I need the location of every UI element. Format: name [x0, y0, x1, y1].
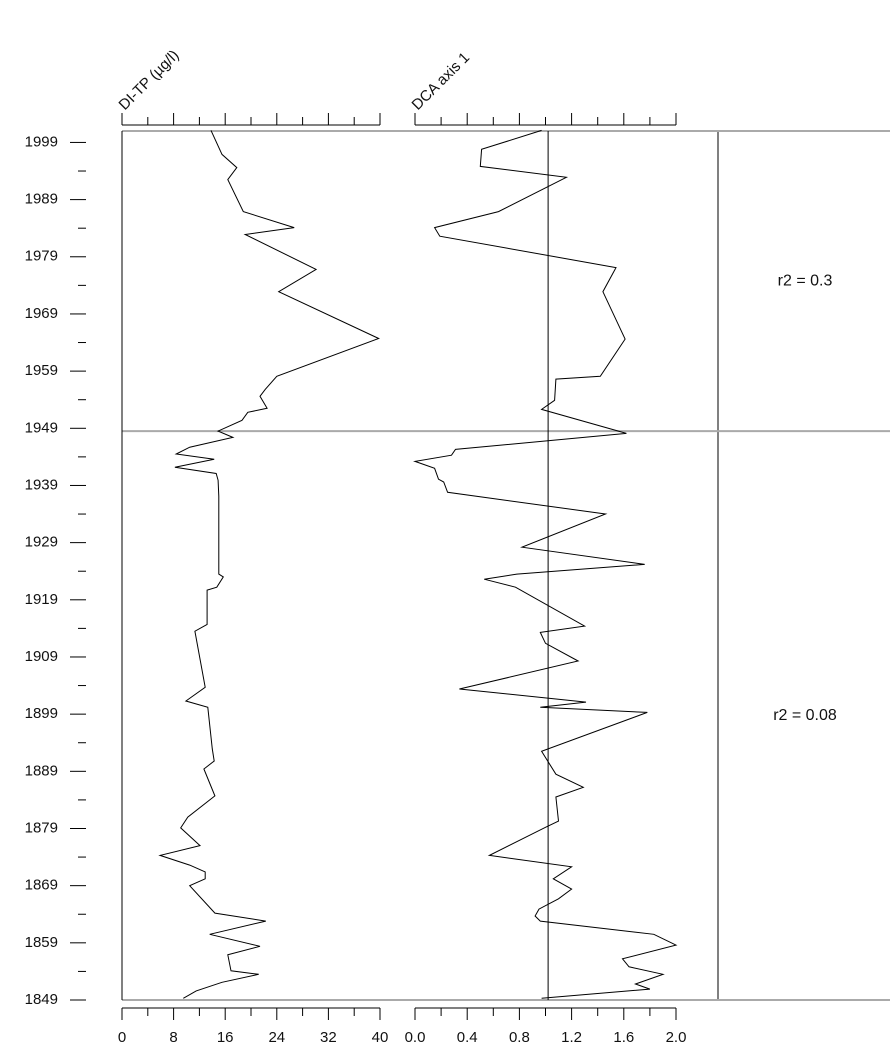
x-tick-label: 2.0 — [666, 1029, 687, 1046]
y-tick-label: 1909 — [25, 648, 58, 665]
y-tick-label: 1919 — [25, 591, 58, 608]
y-tick-label: 1959 — [25, 362, 58, 379]
x-tick-label: 40 — [372, 1029, 389, 1046]
curve — [413, 129, 678, 999]
annotation: r2 = 0.3 — [778, 272, 833, 289]
y-tick-label: 1849 — [25, 991, 58, 1008]
panel-title: DI-TP (µg/l) — [116, 47, 183, 114]
panel-title: DCA axis 1 — [409, 49, 473, 113]
y-tick-label: 1929 — [25, 534, 58, 551]
y-tick-label: 1999 — [25, 133, 58, 150]
x-tick-label: 0.0 — [405, 1029, 426, 1046]
y-tick-label: 1859 — [25, 934, 58, 951]
x-tick-label: 32 — [320, 1029, 337, 1046]
curve — [158, 130, 380, 999]
y-tick-label: 1939 — [25, 476, 58, 493]
x-tick-label: 24 — [268, 1029, 285, 1046]
y-tick-label: 1969 — [25, 305, 58, 322]
y-tick-label: 1879 — [25, 819, 58, 836]
x-tick-label: 8 — [169, 1029, 177, 1046]
x-tick-label: 1.6 — [613, 1029, 634, 1046]
y-tick-label: 1989 — [25, 191, 58, 208]
y-tick-label: 1979 — [25, 248, 58, 265]
y-tick-label: 1899 — [25, 705, 58, 722]
y-tick-label: 1949 — [25, 419, 58, 436]
x-tick-label: 0.8 — [509, 1029, 530, 1046]
x-tick-label: 0.4 — [457, 1029, 478, 1046]
y-tick-label: 1889 — [25, 762, 58, 779]
x-tick-label: 0 — [118, 1029, 126, 1046]
y-tick-label: 1869 — [25, 877, 58, 894]
x-tick-label: 16 — [217, 1029, 234, 1046]
annotation: r2 = 0.08 — [773, 707, 837, 724]
x-tick-label: 1.2 — [561, 1029, 582, 1046]
